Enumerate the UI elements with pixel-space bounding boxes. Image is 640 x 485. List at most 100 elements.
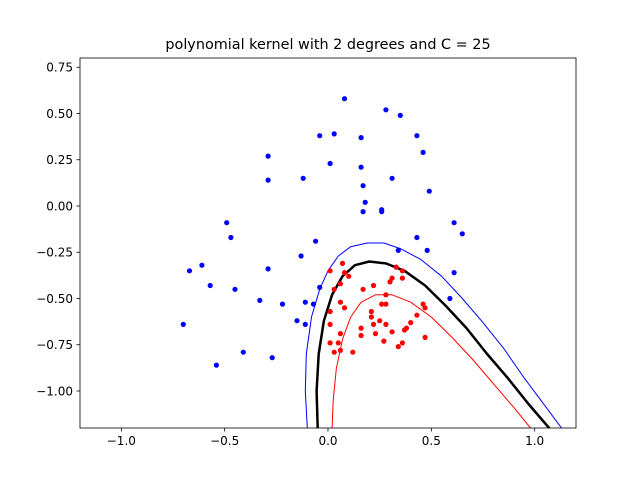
data-point-class-1 — [186, 268, 193, 274]
y-tick-label: −0.25 — [36, 246, 73, 260]
data-point-class-1 — [397, 112, 403, 118]
data-point-class-1 — [424, 247, 430, 253]
data-point-class-2 — [399, 275, 405, 281]
chart-title: polynomial kernel with 2 degrees and C =… — [165, 37, 490, 53]
data-point-class-1 — [269, 355, 275, 361]
data-point-class-1 — [360, 183, 366, 189]
data-point-class-1 — [265, 153, 271, 159]
decision-curve-2 — [315, 260, 551, 428]
data-point-class-2 — [379, 301, 385, 307]
data-point-class-1 — [383, 107, 389, 113]
data-point-class-1 — [213, 362, 219, 368]
data-point-class-1 — [240, 349, 246, 355]
data-point-class-2 — [335, 340, 341, 346]
data-point-class-2 — [370, 282, 377, 289]
data-point-class-2 — [381, 338, 387, 344]
data-point-class-2 — [383, 301, 389, 307]
data-point-class-2 — [368, 308, 374, 315]
y-tick-label: −1.00 — [36, 384, 73, 398]
data-point-class-2 — [387, 279, 393, 285]
data-point-class-1 — [362, 199, 368, 205]
data-point-class-2 — [337, 331, 343, 337]
data-point-class-1 — [207, 282, 213, 289]
data-point-class-1 — [265, 266, 271, 272]
data-point-class-2 — [327, 321, 333, 327]
data-point-class-1 — [199, 262, 205, 268]
x-tick-label: −0.5 — [210, 434, 239, 448]
data-point-class-2 — [360, 286, 366, 292]
data-point-class-1 — [451, 270, 457, 276]
data-point-class-2 — [331, 349, 337, 355]
data-point-class-1 — [228, 234, 234, 241]
x-axis: −1.0 −0.5 0.0 0.5 1.0 — [107, 428, 544, 448]
data-point-class-2 — [370, 321, 377, 327]
x-tick-label: 1.0 — [525, 434, 544, 448]
data-point-class-1 — [310, 301, 317, 307]
data-point-class-2 — [401, 327, 408, 333]
data-point-class-2 — [350, 349, 356, 355]
x-tick-label: 0.5 — [422, 434, 441, 448]
data-point-class-1 — [451, 220, 457, 226]
data-point-class-1 — [300, 175, 306, 181]
data-point-class-1 — [313, 238, 319, 244]
data-point-class-2 — [327, 340, 333, 346]
data-point-class-1 — [459, 231, 465, 237]
data-point-class-1 — [358, 135, 364, 141]
data-point-class-2 — [341, 270, 348, 276]
data-point-class-2 — [339, 260, 346, 266]
data-point-class-2 — [399, 340, 405, 346]
data-point-class-1 — [257, 297, 263, 303]
data-point-class-2 — [399, 268, 405, 274]
scatter-points — [180, 96, 465, 368]
data-point-class-1 — [224, 220, 230, 226]
data-point-class-1 — [414, 234, 420, 241]
y-tick-label: 0.25 — [46, 153, 73, 167]
data-point-class-1 — [317, 284, 323, 290]
data-point-class-2 — [395, 344, 401, 350]
data-point-class-1 — [302, 299, 308, 305]
data-point-class-1 — [389, 175, 395, 181]
data-point-class-2 — [327, 308, 333, 315]
data-point-class-1 — [327, 160, 333, 167]
data-point-class-1 — [294, 318, 300, 324]
data-point-class-2 — [358, 325, 364, 331]
data-point-class-2 — [383, 292, 389, 298]
data-point-class-1 — [279, 301, 286, 307]
data-point-class-1 — [317, 133, 323, 139]
data-point-class-2 — [337, 281, 343, 287]
data-point-class-1 — [379, 209, 385, 215]
data-point-class-2 — [368, 314, 374, 320]
data-point-class-1 — [395, 247, 401, 253]
data-point-class-1 — [180, 321, 186, 327]
data-point-class-2 — [327, 268, 333, 274]
decision-curves — [304, 242, 562, 428]
data-point-class-2 — [372, 331, 379, 337]
data-point-class-2 — [346, 273, 352, 279]
data-point-class-1 — [358, 164, 364, 170]
data-point-class-2 — [408, 320, 414, 326]
data-point-class-2 — [337, 299, 343, 305]
data-point-class-1 — [420, 149, 426, 155]
data-point-class-1 — [360, 209, 366, 215]
data-point-class-2 — [383, 321, 389, 327]
data-point-class-2 — [422, 305, 428, 311]
decision-curve-1 — [304, 242, 562, 428]
y-tick-label: −0.75 — [36, 338, 73, 352]
data-point-class-2 — [422, 334, 428, 340]
data-point-class-2 — [389, 275, 395, 281]
y-tick-label: 0.75 — [46, 61, 73, 75]
x-tick-label: −1.0 — [107, 434, 136, 448]
data-point-class-1 — [414, 133, 420, 139]
y-tick-label: −0.50 — [36, 292, 73, 306]
data-point-class-1 — [447, 295, 453, 302]
y-tick-label: 0.00 — [46, 199, 73, 213]
x-tick-label: 0.0 — [318, 434, 337, 448]
data-point-class-2 — [341, 305, 348, 311]
data-point-class-1 — [331, 131, 337, 137]
y-tick-label: 0.50 — [46, 107, 73, 121]
data-point-class-2 — [331, 286, 337, 292]
data-point-class-1 — [265, 177, 271, 183]
